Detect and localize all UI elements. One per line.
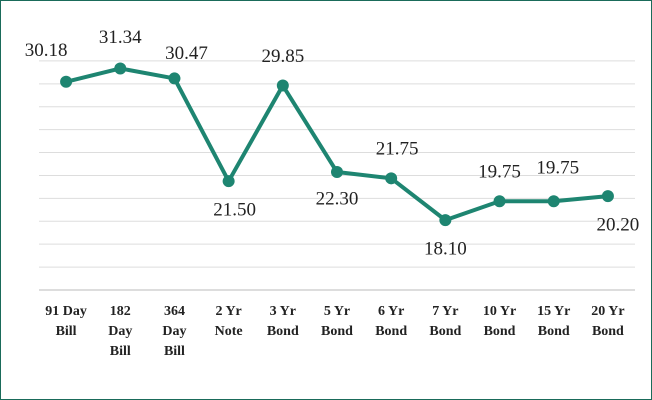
data-label: 19.75 — [536, 158, 579, 179]
point — [168, 72, 181, 85]
point — [601, 190, 614, 203]
data-label: 29.85 — [261, 46, 304, 67]
x-tick-label: 6 Yr Bond — [375, 304, 408, 339]
point — [331, 166, 343, 179]
x-tick-label: 20 Yr Bond — [591, 304, 625, 339]
data-label: 21.75 — [376, 139, 419, 160]
data-label: 31.34 — [99, 27, 142, 48]
data-label: 20.20 — [597, 214, 640, 235]
point — [493, 195, 506, 208]
x-tick-label: 91 Day Bill — [45, 304, 87, 339]
x-tick-label: 182 Day Bill — [108, 304, 133, 359]
point — [114, 62, 127, 75]
point — [547, 195, 560, 208]
x-tick-label: 7 Yr Bond — [429, 304, 462, 339]
data-label: 19.75 — [478, 162, 521, 183]
data-label: 21.50 — [213, 200, 256, 221]
point — [60, 75, 73, 88]
point — [276, 79, 289, 92]
x-tick-label: 10 Yr Bond — [482, 304, 517, 339]
point — [385, 172, 398, 185]
x-tick-label: 3 Yr Bond — [266, 304, 299, 339]
point — [439, 214, 452, 227]
data-label: 30.18 — [25, 40, 68, 61]
x-tick-label: 15 Yr Bond — [537, 304, 571, 339]
data-label: 18.10 — [424, 238, 467, 259]
data-label: 30.47 — [165, 43, 208, 64]
data-label: 22.30 — [316, 188, 359, 209]
x-tick-label: 5 Yr Bond — [321, 304, 353, 339]
point — [222, 175, 235, 188]
x-tick-label: 364 Day Bill — [162, 304, 187, 359]
x-tick-label: 2 Yr Note — [214, 304, 243, 339]
